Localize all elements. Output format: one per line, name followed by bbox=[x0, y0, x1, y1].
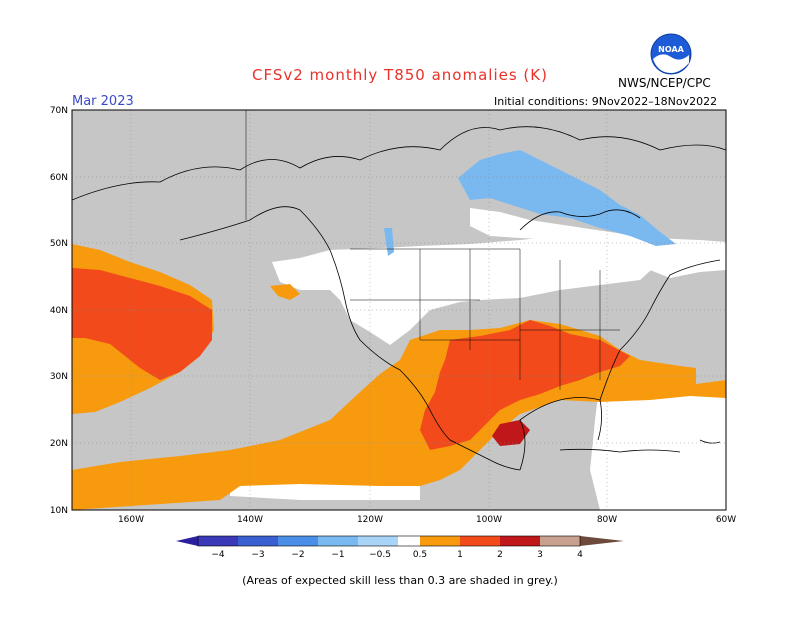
colorbar-arrow-right bbox=[580, 536, 624, 546]
colorbar-bin-4 bbox=[318, 536, 358, 546]
lon-label-100w: 100W bbox=[476, 515, 502, 525]
colorbar-tick-m05: −0.5 bbox=[369, 550, 391, 560]
colorbar-bin-10 bbox=[540, 536, 580, 546]
colorbar-bin-2 bbox=[238, 536, 278, 546]
lon-label-80w: 80W bbox=[597, 515, 617, 525]
warm-anomaly-gulf-core bbox=[492, 420, 530, 446]
colorbar-tick-m3: −3 bbox=[251, 550, 264, 560]
skill-footnote: (Areas of expected skill less than 0.3 a… bbox=[242, 574, 558, 587]
lat-label-40n: 40N bbox=[50, 306, 68, 316]
colorbar-bin-9 bbox=[500, 536, 540, 546]
lat-label-60n: 60N bbox=[50, 173, 68, 183]
colorbar-tick-p3: 3 bbox=[537, 550, 543, 560]
colorbar-tick-m2: −2 bbox=[291, 550, 304, 560]
warm-anomaly-oregon bbox=[270, 284, 300, 300]
colorbar-bin-1 bbox=[198, 536, 238, 546]
logo-text: NOAA bbox=[658, 45, 684, 54]
graticule bbox=[72, 110, 726, 510]
noaa-logo: NOAA bbox=[650, 33, 692, 75]
warm-anomaly-pacific-core bbox=[72, 268, 212, 380]
colorbar-tick-p4: 4 bbox=[577, 550, 583, 560]
coastlines bbox=[72, 126, 726, 471]
colorbar-bin-6 bbox=[398, 536, 420, 546]
colorbar bbox=[176, 535, 624, 547]
lon-label-160w: 160W bbox=[118, 515, 144, 525]
warm-anomaly-south-us bbox=[420, 320, 630, 450]
lon-label-140w: 140W bbox=[237, 515, 263, 525]
lat-label-50n: 50N bbox=[50, 239, 68, 249]
colorbar-tick-p1: 1 bbox=[457, 550, 463, 560]
colorbar-bin-5 bbox=[358, 536, 398, 546]
agency-label: NWS/NCEP/CPC bbox=[618, 76, 711, 90]
cold-anomaly-hudson-bay bbox=[458, 150, 676, 246]
colorbar-tick-p05: 0.5 bbox=[413, 550, 427, 560]
lat-label-30n: 30N bbox=[50, 372, 68, 382]
colorbar-tick-m4: −4 bbox=[211, 550, 225, 560]
map-field bbox=[72, 110, 726, 510]
forecast-month: Mar 2023 bbox=[72, 94, 134, 109]
colorbar-tick-m1: −1 bbox=[331, 550, 344, 560]
colorbar-tick-p2: 2 bbox=[497, 550, 503, 560]
lat-label-10n: 10N bbox=[50, 506, 68, 516]
colorbar-arrow-left bbox=[176, 536, 198, 546]
white-region-west-us bbox=[272, 236, 660, 345]
lon-label-120w: 120W bbox=[357, 515, 383, 525]
colorbar-bin-8 bbox=[460, 536, 500, 546]
lat-label-70n: 70N bbox=[50, 106, 68, 116]
colorbar-bin-7 bbox=[420, 536, 460, 546]
map-title: CFSv2 monthly T850 anomalies (K) bbox=[252, 66, 548, 84]
white-region-southeast bbox=[590, 380, 726, 510]
state-borders bbox=[245, 110, 620, 390]
lon-label-60w: 60W bbox=[716, 515, 736, 525]
map-frame bbox=[71, 109, 727, 511]
initial-conditions: Initial conditions: 9Nov2022–18Nov2022 bbox=[494, 95, 718, 108]
lat-label-20n: 20N bbox=[50, 439, 68, 449]
colorbar-bin-3 bbox=[278, 536, 318, 546]
white-region-canada bbox=[470, 208, 726, 278]
